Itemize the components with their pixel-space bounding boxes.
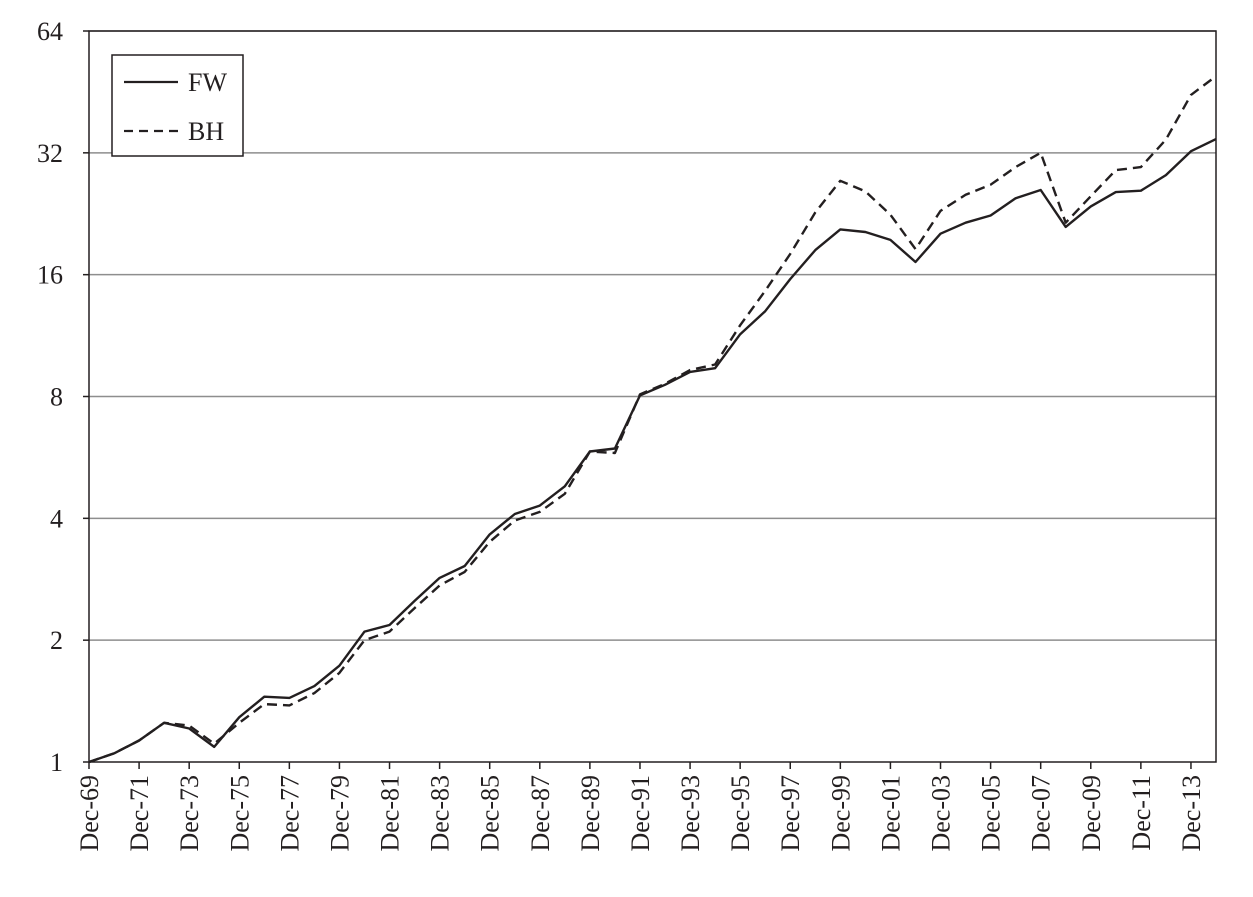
x-tick-label: Dec-77 [275,775,304,852]
legend-box [111,54,244,157]
x-tick-label: Dec-87 [526,775,555,852]
x-tick-label: Dec-71 [125,775,154,852]
series-line-fw [88,138,1217,764]
x-tick-label: Dec-89 [576,775,605,852]
y-tick-label: 8 [50,383,63,412]
x-tick-label: Dec-69 [75,775,104,852]
x-tick-label: Dec-13 [1177,775,1206,852]
series-lines [88,75,1217,764]
y-tick-label: 1 [50,748,63,777]
y-tick-label: 64 [37,17,63,46]
x-tick-label: Dec-01 [876,775,905,852]
y-tick-label: 32 [37,139,63,168]
x-tick-label: Dec-97 [776,775,805,852]
plot-frame [88,30,1217,763]
y-tick-label: 16 [37,261,63,290]
x-tick-label: Dec-93 [676,775,705,852]
x-axis-tick-labels: Dec-69 Dec-71 Dec-73 Dec-75 Dec-77 Dec-79 Dec-… [75,775,1206,852]
x-tick-label: Dec-81 [376,775,405,852]
x-tick-label: Dec-75 [225,775,254,852]
x-tick-label: Dec-07 [1027,775,1056,852]
x-tick-label: Dec-05 [977,775,1006,852]
axes [83,30,1217,769]
x-tick-label: Dec-11 [1127,775,1156,851]
gridlines [89,30,1216,641]
x-tick-label: Dec-85 [476,775,505,852]
x-tick-label: Dec-95 [726,775,755,852]
y-axis-tick-labels: 1 2 4 8 16 32 64 [37,17,63,777]
series-line-bh [88,75,1217,764]
y-tick-label: 4 [50,504,63,533]
x-tick-label: Dec-91 [626,775,655,852]
legend: FW BH [111,54,244,157]
x-tick-label: Dec-99 [826,775,855,852]
x-tick-label: Dec-79 [325,775,354,852]
x-tick-label: Dec-73 [175,775,204,852]
x-tick-label: Dec-83 [426,775,455,852]
legend-label-bh: BH [188,117,224,146]
x-tick-label: Dec-03 [927,775,956,852]
legend-label-fw: FW [188,68,227,97]
x-tick-label: Dec-09 [1077,775,1106,852]
y-tick-label: 2 [50,626,63,655]
